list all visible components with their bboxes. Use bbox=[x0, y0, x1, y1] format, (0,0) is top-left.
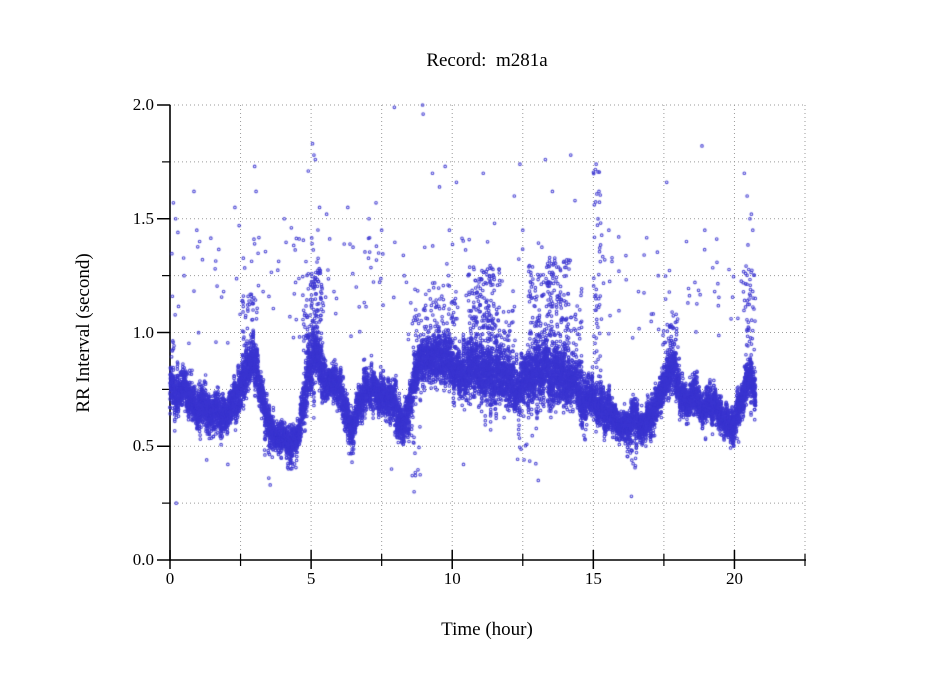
y-tick-label: 2.0 bbox=[132, 95, 154, 114]
chart-title: Record: m281a bbox=[426, 50, 548, 71]
y-tick-label: 1.5 bbox=[132, 208, 154, 228]
y-tick-label: 1.0 bbox=[132, 322, 154, 342]
x-tick-label: 20 bbox=[725, 569, 743, 588]
x-tick-label: 5 bbox=[306, 569, 316, 588]
y-tick-label: 0.5 bbox=[132, 436, 154, 456]
y-tick-label: 0.0 bbox=[132, 550, 154, 569]
x-axis-label: Time (hour) bbox=[441, 619, 533, 640]
x-tick-label: 15 bbox=[584, 569, 602, 588]
x-tick-label: 10 bbox=[443, 569, 461, 588]
x-tick-label: 0 bbox=[165, 569, 175, 588]
